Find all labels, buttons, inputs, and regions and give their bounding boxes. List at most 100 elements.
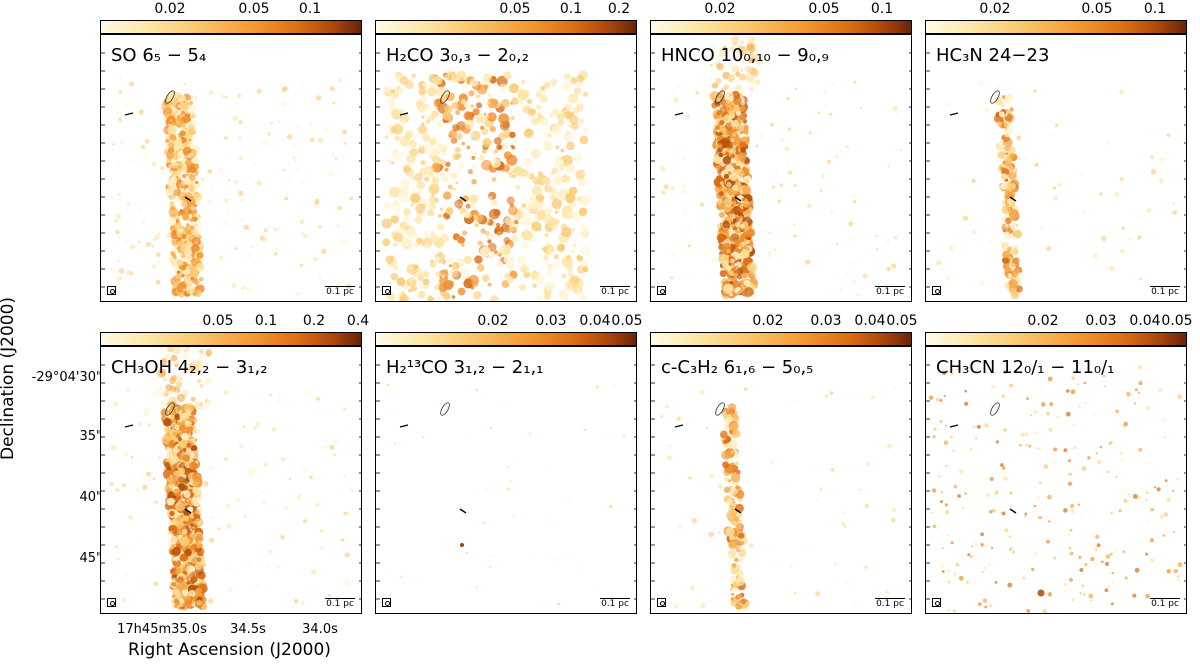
dec-tick-label: 40" bbox=[79, 490, 102, 505]
scale-bar: 0.1 pc bbox=[875, 598, 905, 609]
scale-bar: 0.1 pc bbox=[1150, 598, 1180, 609]
line-label: SO 6₅ − 5₄ bbox=[111, 45, 207, 66]
panel-h213co: 0.02 0.03 0.04 0.05 H₂¹³CO 3₁,₂ − 2₁,₁ 0… bbox=[375, 312, 643, 614]
cbar-tick: 0.02 bbox=[477, 313, 509, 329]
cbar-tick: 0.04 bbox=[854, 313, 886, 329]
map-canvas bbox=[651, 364, 911, 611]
cbar-tick: 0.04 bbox=[1129, 313, 1161, 329]
beam-icon bbox=[932, 598, 941, 607]
cbar-tick: 0.1 bbox=[254, 313, 278, 329]
colorbar-ticks: 0.05 0.1 0.2 0.4 bbox=[100, 312, 369, 332]
panel-hnco: 0.02 0.05 0.1 HNCO 10₀,₁₀ − 9₀,₉ 0.1 pc bbox=[650, 0, 912, 302]
ra-tick-label: 17h45m35.0s bbox=[117, 622, 207, 637]
beam-icon bbox=[657, 286, 666, 295]
emission-map: H₂CO 3₀,₃ − 2₀,₂ 0.1 pc bbox=[375, 34, 637, 302]
map-canvas bbox=[376, 52, 636, 301]
beam-icon bbox=[107, 286, 116, 295]
cbar-tick: 0.05 bbox=[238, 1, 270, 17]
emission-map: c-C₃H₂ 6₁,₆ − 5₀,₅ 0.1 pc bbox=[650, 346, 912, 614]
panel-hc3n: 0.02 0.05 0.1 HC₃N 24−23 0.1 pc bbox=[925, 0, 1187, 302]
cbar-tick: 0.05 bbox=[611, 313, 643, 329]
scale-bar: 0.1 pc bbox=[325, 286, 355, 297]
colorbar-ticks: 0.02 0.03 0.04 0.05 bbox=[375, 312, 642, 332]
x-axis-label: Right Ascension (J2000) bbox=[128, 640, 331, 660]
cbar-tick: 0.2 bbox=[302, 313, 326, 329]
emission-map: SO 6₅ − 5₄ 0.1 pc bbox=[100, 34, 362, 302]
beam-icon bbox=[107, 598, 116, 607]
panel-h2co: 0.05 0.1 0.2 H₂CO 3₀,₃ − 2₀,₂ 0.1 pc bbox=[375, 0, 637, 302]
cbar-tick: 0.05 bbox=[1081, 1, 1113, 17]
ra-tick-label: 34.5s bbox=[230, 622, 266, 637]
cbar-tick: 0.02 bbox=[1027, 313, 1059, 329]
colorbar bbox=[925, 20, 1187, 34]
colorbar bbox=[925, 332, 1187, 346]
map-canvas bbox=[101, 52, 361, 298]
cbar-tick: 0.02 bbox=[752, 313, 784, 329]
panel-cc3h2: 0.02 0.03 0.04 0.05 c-C₃H₂ 6₁,₆ − 5₀,₅ 0… bbox=[650, 312, 918, 614]
line-label: CH₃CN 12₀/₁ − 11₀/₁ bbox=[936, 357, 1115, 378]
colorbar-ticks: 0.02 0.03 0.04 0.05 bbox=[925, 312, 1192, 332]
colorbar-ticks: 0.02 0.05 0.1 bbox=[925, 0, 1187, 20]
emission-map: H₂¹³CO 3₁,₂ − 2₁,₁ 0.1 pc bbox=[375, 346, 637, 614]
cbar-tick: 0.05 bbox=[1161, 313, 1193, 329]
colorbar bbox=[100, 332, 362, 346]
scale-bar: 0.1 pc bbox=[325, 598, 355, 609]
ra-tick-label: 34.0s bbox=[302, 622, 338, 637]
emission-map: CH₃CN 12₀/₁ − 11₀/₁ 0.1 pc bbox=[925, 346, 1187, 614]
colorbar bbox=[100, 20, 362, 34]
line-label: H₂CO 3₀,₃ − 2₀,₂ bbox=[386, 45, 529, 66]
cbar-tick: 0.4 bbox=[346, 313, 370, 329]
beam-icon bbox=[382, 598, 391, 607]
colorbar-ticks: 0.02 0.05 0.1 bbox=[100, 0, 362, 20]
emission-map: HC₃N 24−23 0.1 pc bbox=[925, 34, 1187, 302]
line-label: H₂¹³CO 3₁,₂ − 2₁,₁ bbox=[386, 357, 544, 378]
beam-icon bbox=[382, 286, 391, 295]
colorbar-ticks: 0.02 0.05 0.1 bbox=[650, 0, 912, 20]
colorbar-ticks: 0.05 0.1 0.2 bbox=[375, 0, 637, 20]
cbar-tick: 0.1 bbox=[298, 1, 322, 17]
line-label: HC₃N 24−23 bbox=[936, 45, 1050, 66]
line-label: HNCO 10₀,₁₀ − 9₀,₉ bbox=[661, 45, 829, 66]
colorbar bbox=[650, 332, 912, 346]
cbar-tick: 0.02 bbox=[154, 1, 186, 17]
cbar-tick: 0.1 bbox=[559, 1, 583, 17]
line-label: c-C₃H₂ 6₁,₆ − 5₀,₅ bbox=[661, 357, 814, 378]
cbar-tick: 0.03 bbox=[1085, 313, 1117, 329]
cbar-tick: 0.05 bbox=[499, 1, 531, 17]
panel-ch3oh: 0.05 0.1 0.2 0.4 CH₃OH 4₂,₂ − 3₁,₂ 0.1 p… bbox=[100, 312, 369, 614]
cbar-tick: 0.04 bbox=[579, 313, 611, 329]
map-canvas bbox=[651, 35, 911, 299]
emission-map: CH₃OH 4₂,₂ − 3₁,₂ 0.1 pc bbox=[100, 346, 362, 614]
emission-map: HNCO 10₀,₁₀ − 9₀,₉ 0.1 pc bbox=[650, 34, 912, 302]
cbar-tick: 0.05 bbox=[808, 1, 840, 17]
cbar-tick: 0.03 bbox=[535, 313, 567, 329]
cbar-tick: 0.03 bbox=[810, 313, 842, 329]
scale-bar: 0.1 pc bbox=[600, 286, 630, 297]
beam-icon bbox=[657, 598, 666, 607]
colorbar bbox=[650, 20, 912, 34]
cbar-tick: 0.05 bbox=[202, 313, 234, 329]
map-canvas bbox=[926, 52, 1186, 300]
beam-icon bbox=[932, 286, 941, 295]
panel-so: 0.02 0.05 0.1 SO 6₅ − 5₄ 0.1 pc bbox=[100, 0, 362, 302]
cbar-tick: 0.2 bbox=[607, 1, 631, 17]
cbar-tick: 0.1 bbox=[870, 1, 894, 17]
dec-tick-label: -29°04'30" bbox=[31, 370, 102, 385]
cbar-tick: 0.1 bbox=[1143, 1, 1167, 17]
map-canvas bbox=[926, 364, 1186, 613]
dec-tick-label: 45" bbox=[79, 551, 102, 566]
cbar-tick: 0.02 bbox=[979, 1, 1011, 17]
dec-tick-label: 35" bbox=[79, 429, 102, 444]
cbar-tick: 0.02 bbox=[704, 1, 736, 17]
panel-ch3cn: 0.02 0.03 0.04 0.05 CH₃CN 12₀/₁ − 11₀/₁ … bbox=[925, 312, 1193, 614]
scale-bar: 0.1 pc bbox=[600, 598, 630, 609]
cbar-tick: 0.05 bbox=[886, 313, 918, 329]
map-canvas bbox=[376, 364, 636, 606]
colorbar bbox=[375, 332, 637, 346]
scale-bar: 0.1 pc bbox=[1150, 286, 1180, 297]
line-label: CH₃OH 4₂,₂ − 3₁,₂ bbox=[111, 357, 268, 378]
map-canvas bbox=[101, 347, 361, 611]
scale-bar: 0.1 pc bbox=[875, 286, 905, 297]
colorbar bbox=[375, 20, 637, 34]
colorbar-ticks: 0.02 0.03 0.04 0.05 bbox=[650, 312, 917, 332]
